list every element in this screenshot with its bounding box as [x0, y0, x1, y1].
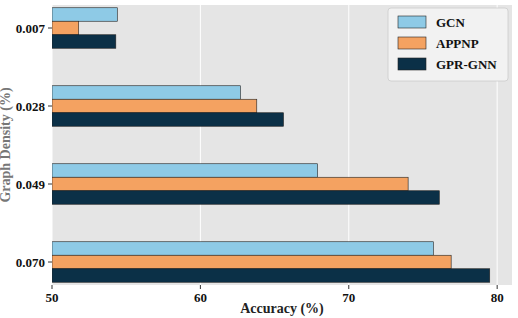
tick-mark	[48, 262, 52, 263]
legend-label: APPNP	[436, 36, 479, 51]
category-label: 0.007	[16, 21, 46, 36]
tick-label: 50	[46, 290, 59, 305]
x-axis-label: Accuracy (%)	[240, 301, 324, 317]
tick-mark	[348, 285, 349, 289]
chart-container: 50 60 70 80 0.007 0.028 0.049 0.070 Accuracy (%)…	[0, 0, 518, 318]
bar	[52, 86, 240, 100]
category-label: 0.049	[16, 177, 46, 192]
legend-swatch	[398, 16, 426, 28]
legend-box	[388, 8, 508, 81]
chart-svg: 50 60 70 80 0.007 0.028 0.049 0.070 Accuracy (%)…	[0, 0, 518, 318]
bar	[52, 99, 257, 113]
legend-swatch	[398, 37, 426, 49]
bar	[52, 177, 408, 191]
bar	[52, 191, 439, 205]
plot-background	[52, 5, 512, 285]
tick-label: 80	[491, 290, 504, 305]
bar	[52, 8, 117, 22]
y-axis-label: Graph Density (%)	[0, 87, 14, 202]
bar	[52, 269, 490, 283]
legend: GCN APPNP GPR-GNN	[388, 8, 508, 81]
legend-label: GCN	[436, 15, 466, 30]
legend-swatch	[398, 58, 426, 70]
tick-mark	[497, 285, 498, 289]
bar	[52, 242, 433, 256]
bar	[52, 164, 318, 178]
tick-mark	[48, 28, 52, 29]
bar	[52, 35, 116, 49]
tick-label: 60	[194, 290, 207, 305]
category-label: 0.028	[16, 99, 46, 114]
bar	[52, 21, 79, 35]
tick-mark	[52, 285, 53, 289]
category-label: 0.070	[16, 255, 45, 270]
tick-mark	[48, 106, 52, 107]
bars	[52, 8, 490, 283]
bar	[52, 113, 283, 127]
legend-label: GPR-GNN	[436, 57, 497, 72]
bar	[52, 255, 451, 269]
tick-mark	[48, 184, 52, 185]
tick-label: 70	[342, 290, 355, 305]
tick-mark	[200, 285, 201, 289]
